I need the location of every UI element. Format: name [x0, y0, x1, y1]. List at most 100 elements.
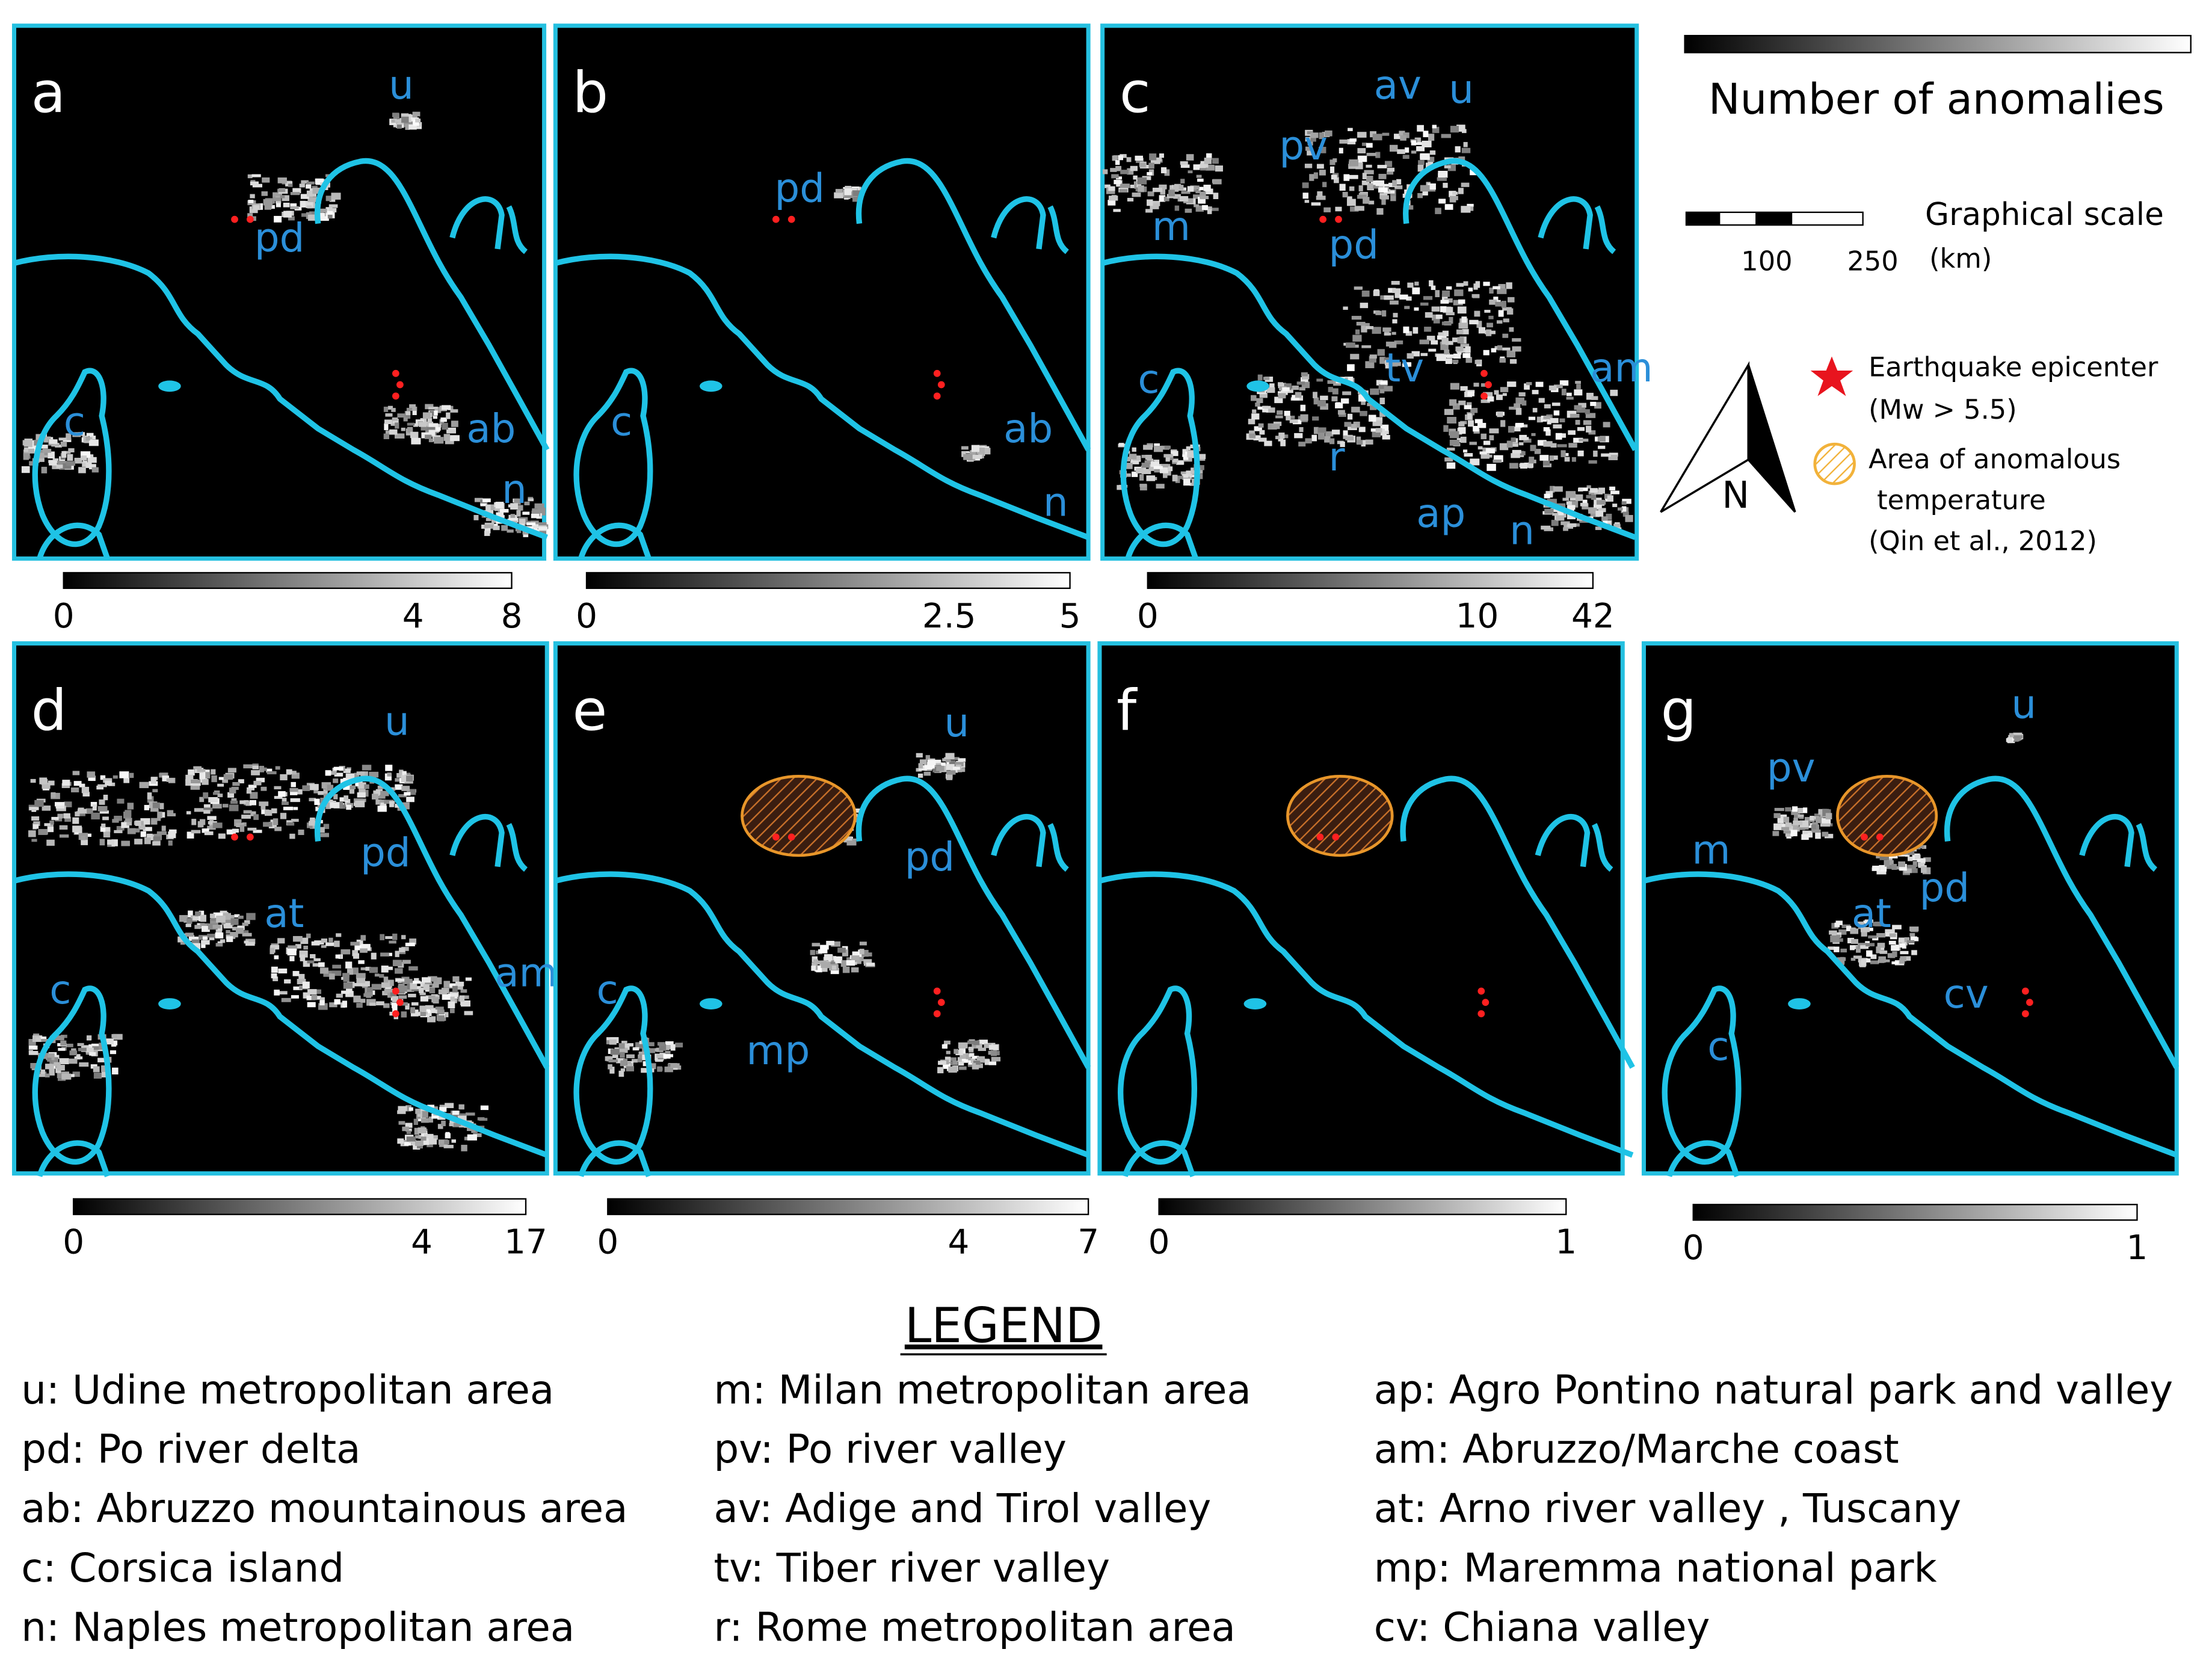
- anomaly-pixel: [87, 771, 96, 778]
- anomaly-pixel: [826, 940, 834, 946]
- anomaly-pixel: [256, 777, 265, 783]
- anomaly-pixel: [1499, 358, 1506, 363]
- anomaly-pixel: [1483, 392, 1493, 398]
- anomaly-pixel: [1465, 346, 1471, 353]
- anomaly-pixel: [309, 784, 319, 790]
- anomaly-pixel: [376, 1001, 384, 1006]
- colorbar-tick-label: 17: [504, 1223, 547, 1262]
- anomaly-pixel: [659, 1043, 665, 1046]
- anomaly-pixel: [82, 792, 90, 797]
- epicenter: [933, 1010, 941, 1017]
- anomaly-pixel: [435, 1006, 444, 1010]
- anomaly-pixel: [114, 816, 122, 821]
- island: [1788, 998, 1811, 1010]
- panel-letter: c: [1120, 60, 1151, 126]
- anomaly-pixel: [1411, 351, 1420, 357]
- place-label: u: [2011, 681, 2036, 727]
- anomaly-pixel: [229, 804, 239, 812]
- anomaly-pixel: [395, 968, 403, 974]
- epicenter: [392, 369, 399, 377]
- anomaly-pixel: [352, 950, 359, 957]
- anomaly-pixel: [528, 498, 534, 502]
- anomaly-pixel: [1335, 206, 1342, 212]
- area-label: Area of anomalous: [1868, 443, 2121, 475]
- anomaly-pixel: [1348, 128, 1353, 131]
- anomaly-pixel: [100, 775, 106, 780]
- anomaly-pixel: [452, 976, 460, 982]
- anomaly-pixel: [157, 812, 162, 819]
- anomaly-pixel: [1503, 318, 1509, 322]
- anomaly-pixel: [91, 1043, 99, 1049]
- anomaly-pixel: [58, 437, 67, 441]
- anomaly-pixel: [1378, 187, 1388, 193]
- anomaly-pixel: [300, 937, 309, 944]
- anomaly-pixel: [203, 810, 211, 814]
- anomaly-pixel: [31, 839, 37, 842]
- anomaly-pixel: [464, 1011, 473, 1015]
- anomaly-pixel: [29, 807, 39, 810]
- anomaly-pixel: [1918, 863, 1925, 868]
- anomaly-pixel: [1888, 940, 1896, 945]
- anomaly-pixel: [1168, 466, 1173, 472]
- anomaly-pixel: [1556, 515, 1565, 521]
- anomaly-pixel: [1485, 448, 1496, 454]
- anomaly-pixel: [274, 990, 280, 996]
- anomaly-pixel: [1452, 191, 1458, 195]
- place-label: pd: [254, 215, 305, 261]
- anomaly-pixel: [1171, 451, 1178, 457]
- anomaly-pixel: [433, 977, 442, 985]
- anomaly-pixel: [1372, 327, 1381, 334]
- anomaly-pixel: [1469, 319, 1479, 325]
- anomaly-pixel: [1497, 345, 1503, 351]
- place-label: c: [611, 398, 632, 445]
- anomaly-pixel: [364, 784, 369, 789]
- anomaly-pixel: [1816, 816, 1823, 824]
- anomaly-pixel: [311, 941, 320, 946]
- island: [158, 998, 181, 1010]
- anomaly-pixel: [835, 189, 843, 193]
- anomaly-pixel: [1422, 190, 1428, 196]
- anomaly-pixel: [1457, 337, 1464, 344]
- anomaly-pixel: [1850, 928, 1859, 934]
- anomaly-pixel: [401, 775, 409, 783]
- anomaly-pixel: [1476, 321, 1482, 328]
- anomaly-pixel: [1304, 200, 1310, 203]
- epicenter: [231, 833, 238, 841]
- anomaly-pixel: [1441, 321, 1452, 325]
- anomaly-pixel: [380, 952, 389, 957]
- anomaly-pixel: [275, 766, 280, 770]
- anomaly-pixel: [439, 419, 445, 425]
- anomaly-pixel: [309, 211, 315, 217]
- anomaly-pixel: [410, 982, 417, 990]
- anomaly-pixel: [1141, 463, 1150, 468]
- anomaly-pixel: [362, 765, 372, 771]
- anomaly-pixel: [264, 203, 272, 210]
- anomaly-pixel: [292, 188, 301, 194]
- anomaly-pixel: [1486, 464, 1496, 471]
- anomaly-pixel: [1562, 498, 1570, 501]
- anomaly-pixel: [1307, 131, 1313, 135]
- anomaly-pixel: [410, 117, 419, 121]
- anomaly-pixel: [1586, 495, 1595, 499]
- anomaly-pixel: [81, 786, 90, 793]
- anomaly-pixel: [222, 804, 229, 808]
- anomaly-pixel: [245, 801, 252, 806]
- anomaly-pixel: [1851, 938, 1858, 944]
- anomaly-pixel: [30, 1062, 39, 1068]
- anomaly-pixel: [46, 839, 55, 846]
- anomaly-pixel: [1866, 950, 1873, 957]
- anomaly-pixel: [207, 825, 216, 830]
- anomaly-pixel: [1197, 178, 1204, 182]
- anomaly-pixel: [1798, 814, 1804, 818]
- anomaly-pixel: [1877, 943, 1885, 948]
- anomaly-pixel: [1295, 392, 1302, 398]
- anomaly-pixel: [1160, 167, 1167, 174]
- anomaly-pixel: [1443, 182, 1448, 188]
- anomaly-pixel: [1454, 289, 1464, 297]
- anomaly-pixel: [429, 987, 436, 994]
- anomaly-pixel: [274, 796, 283, 799]
- panel-background: [1097, 641, 1625, 1176]
- anomaly-pixel: [1493, 286, 1500, 289]
- anomaly-pixel: [129, 772, 134, 778]
- anomaly-pixel: [407, 789, 416, 795]
